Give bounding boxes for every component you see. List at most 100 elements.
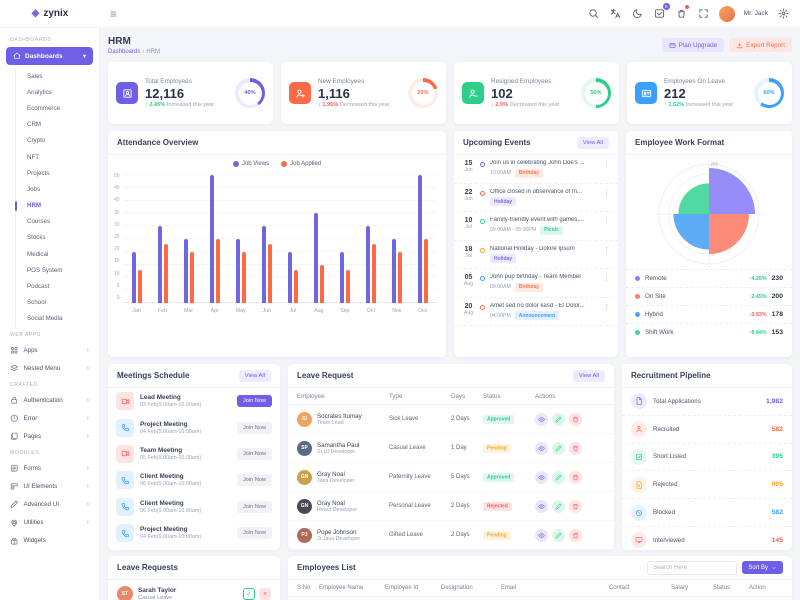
join-now-button[interactable]: Join Now	[236, 527, 272, 540]
stat-value: 102	[491, 86, 513, 101]
event-menu-icon[interactable]: ⋮	[603, 189, 610, 197]
pipeline-row: Blocked 582	[622, 499, 792, 527]
messages-icon[interactable]: 5	[653, 3, 670, 20]
meetings-view-all-button[interactable]: View All	[238, 369, 271, 382]
sidebar-menu-item[interactable]: UI Elements ›	[0, 478, 99, 496]
edit-button[interactable]	[552, 412, 565, 426]
sidebar-item[interactable]: Courses	[27, 218, 51, 226]
trend-arrow-icon: ↓	[491, 102, 494, 108]
sidebar-item[interactable]: Stocks	[27, 234, 46, 242]
events-view-all-button[interactable]: View All	[576, 136, 609, 149]
event-day: 20	[464, 302, 473, 310]
sidebar-item[interactable]: Medical	[27, 250, 49, 258]
edit-button[interactable]	[552, 528, 565, 542]
user-name[interactable]: Mr. Jack	[743, 10, 768, 17]
sidebar-item[interactable]: Ecommerce	[27, 104, 61, 112]
edit-button[interactable]	[552, 470, 565, 484]
trend-arrow-icon: ↑	[664, 102, 667, 108]
delete-button[interactable]	[569, 412, 582, 426]
edit-button[interactable]	[552, 499, 565, 513]
edit-button[interactable]	[552, 441, 565, 455]
sidebar-menu-item[interactable]: Pages ›	[0, 427, 99, 445]
work-format-chart: 50 100 150 200 250	[626, 155, 792, 269]
sidebar-item[interactable]: NFT	[27, 153, 40, 161]
column-header: Actions	[535, 392, 556, 400]
join-now-button[interactable]: Join Now	[236, 395, 272, 408]
sort-by-button[interactable]: Sort By	[742, 561, 783, 574]
view-button[interactable]	[535, 441, 548, 455]
delete-button[interactable]	[569, 528, 582, 542]
meeting-row: Lead Meeting 03 Feb(9.00am-10.00am) Join…	[108, 388, 280, 414]
sidebar-menu-item[interactable]: Utilities ›	[0, 514, 99, 532]
view-button[interactable]	[535, 499, 548, 513]
sidebar-menu-item[interactable]: Nested Menu ›	[0, 359, 99, 377]
pipeline-row: Short Listed 395	[622, 444, 792, 472]
dark-mode-icon[interactable]	[631, 7, 644, 20]
plan-upgrade-button[interactable]: Plan Upgrade	[661, 38, 725, 52]
sidebar-menu-item[interactable]: Authentication ›	[0, 391, 99, 409]
sidebar-menu-item[interactable]: Widgets	[0, 532, 99, 550]
notifications-icon[interactable]	[675, 5, 689, 20]
menu-item-icon	[10, 432, 19, 441]
event-menu-icon[interactable]: ⋮	[603, 218, 610, 225]
sidebar-item[interactable]: Podcast	[27, 283, 50, 291]
sidebar-item[interactable]: POS System	[27, 266, 63, 274]
event-badge: Holiday	[490, 197, 517, 206]
sidebar-menu-item[interactable]: Forms ›	[0, 459, 99, 477]
join-now-button[interactable]: Join Now	[236, 500, 272, 513]
join-now-button[interactable]: Join Now	[236, 421, 272, 434]
settings-gear-icon[interactable]	[777, 7, 790, 20]
employee-name: Socrates Itumay	[317, 412, 362, 420]
delete-button[interactable]	[569, 441, 582, 455]
sidebar-item[interactable]: Jobs	[27, 185, 41, 193]
event-dot-icon	[480, 276, 485, 281]
view-button[interactable]	[535, 528, 548, 542]
menu-item-icon	[10, 500, 19, 509]
sidebar-menu-item[interactable]: Apps ›	[0, 341, 99, 359]
sidebar-item[interactable]: Projects	[27, 169, 50, 177]
sidebar-item[interactable]: School	[27, 299, 46, 307]
chevron-right-icon: ›	[86, 364, 89, 372]
reject-button[interactable]: ×	[259, 588, 271, 600]
meeting-row: Client Meeting 06 Feb(9.00am-10.00am) Jo…	[108, 494, 280, 520]
translate-icon[interactable]	[609, 7, 622, 20]
fullscreen-icon[interactable]	[697, 7, 710, 20]
event-menu-icon[interactable]: ⋮	[603, 303, 610, 311]
sidebar-item[interactable]: Analytics	[27, 88, 52, 96]
sidebar-item[interactable]: Sales	[27, 72, 43, 80]
legend-value: 178	[771, 311, 783, 318]
sidebar-item[interactable]: Social Media	[27, 315, 63, 323]
event-menu-icon[interactable]: ⋮	[603, 161, 610, 168]
search-input[interactable]	[647, 560, 738, 575]
app-logo[interactable]: ◈ zynix	[0, 0, 100, 27]
sidebar-menu-item[interactable]: Error ›	[0, 409, 99, 427]
sidebar-menu-item[interactable]: Advanced UI ›	[0, 496, 99, 514]
join-now-button[interactable]: Join Now	[236, 474, 272, 487]
view-button[interactable]	[535, 412, 548, 426]
user-avatar[interactable]	[718, 5, 735, 22]
search-icon[interactable]	[587, 7, 600, 20]
event-dot-icon	[480, 304, 485, 310]
table-row: SI Socrates Itumay Team Lead Sick Leave 2…	[288, 405, 614, 434]
pipeline-icon	[631, 504, 647, 521]
delete-button[interactable]	[569, 499, 582, 513]
delete-button[interactable]	[569, 470, 582, 484]
sidebar-item[interactable]: HRM	[14, 198, 99, 214]
event-menu-icon[interactable]: ⋮	[603, 275, 610, 282]
leave-view-all-button[interactable]: View All	[572, 369, 605, 382]
menu-toggle-icon[interactable]: ≡	[110, 6, 118, 21]
event-menu-icon[interactable]: ⋮	[603, 246, 610, 254]
breadcrumb-parent[interactable]: Dashboards	[108, 48, 141, 55]
view-button[interactable]	[535, 470, 548, 484]
approve-button[interactable]: ✓	[243, 588, 255, 600]
sidebar-item[interactable]: CRM	[27, 121, 42, 129]
export-report-button[interactable]: Export Report	[729, 38, 792, 52]
leave-type: Sick Leave	[389, 416, 419, 422]
legend-dot-icon	[635, 276, 640, 281]
column-header: Type	[389, 392, 403, 400]
leave-days: 2 Days	[451, 503, 470, 509]
sidebar-item[interactable]: Crypto	[27, 137, 46, 145]
join-now-button[interactable]: Join Now	[236, 447, 272, 460]
stat-icon	[116, 82, 138, 104]
sidebar-item-dashboards[interactable]: Dashboards ▾	[6, 47, 93, 65]
